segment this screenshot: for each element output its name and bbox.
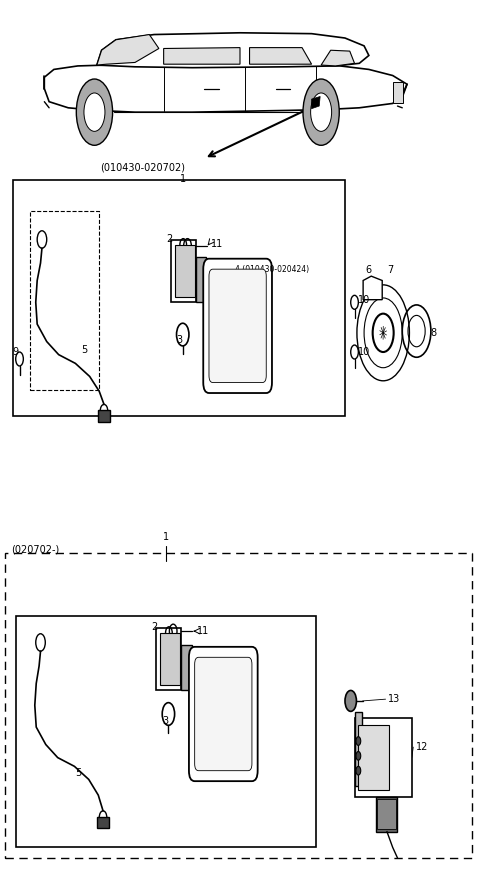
Text: (020702-): (020702-) <box>11 544 59 554</box>
Polygon shape <box>312 96 320 108</box>
Text: 1: 1 <box>180 174 186 185</box>
Bar <box>13 180 345 416</box>
Text: 6: 6 <box>365 265 371 275</box>
Bar <box>196 257 206 302</box>
Text: 3: 3 <box>177 335 183 345</box>
Bar <box>171 240 196 302</box>
Circle shape <box>76 79 113 145</box>
Text: 1: 1 <box>163 532 169 542</box>
FancyBboxPatch shape <box>209 270 266 382</box>
Text: 5: 5 <box>82 346 88 355</box>
Circle shape <box>356 752 361 760</box>
Circle shape <box>311 93 332 131</box>
Polygon shape <box>44 63 407 112</box>
Text: (010430-020702): (010430-020702) <box>100 162 185 172</box>
Polygon shape <box>97 32 369 67</box>
Bar <box>97 817 109 829</box>
Text: 12: 12 <box>416 742 428 752</box>
Bar <box>160 633 180 685</box>
Circle shape <box>84 93 105 131</box>
Polygon shape <box>321 50 355 66</box>
Circle shape <box>345 690 357 711</box>
Text: 4 (010430-020424): 4 (010430-020424) <box>235 264 309 274</box>
Text: 5: 5 <box>75 768 82 778</box>
Bar <box>376 797 397 832</box>
Bar <box>5 553 472 858</box>
FancyBboxPatch shape <box>189 647 258 781</box>
Text: 3: 3 <box>162 716 168 726</box>
Bar <box>359 725 389 790</box>
Text: 11: 11 <box>211 239 224 248</box>
Bar <box>355 718 412 797</box>
Circle shape <box>303 79 339 145</box>
Text: 10: 10 <box>359 347 371 357</box>
Bar <box>393 81 403 103</box>
Circle shape <box>356 737 361 746</box>
Bar <box>377 800 396 829</box>
Polygon shape <box>97 34 159 65</box>
Text: 7: 7 <box>387 265 393 275</box>
FancyBboxPatch shape <box>203 259 272 393</box>
Text: 8: 8 <box>430 328 436 338</box>
Bar <box>98 410 110 422</box>
Bar <box>175 245 195 298</box>
Text: 2: 2 <box>151 622 157 632</box>
Bar <box>355 712 362 787</box>
Circle shape <box>356 766 361 775</box>
Bar <box>16 616 316 848</box>
Bar <box>30 211 99 389</box>
Text: 14: 14 <box>365 742 377 752</box>
Polygon shape <box>164 47 240 64</box>
Text: 13: 13 <box>388 694 400 704</box>
FancyBboxPatch shape <box>195 657 252 771</box>
Text: 10: 10 <box>359 295 371 304</box>
Polygon shape <box>250 47 312 64</box>
Bar <box>156 627 181 690</box>
Text: 2: 2 <box>166 234 172 243</box>
Text: 11: 11 <box>197 626 209 636</box>
Text: 9: 9 <box>12 347 18 357</box>
Bar <box>181 645 192 690</box>
Polygon shape <box>363 276 382 300</box>
